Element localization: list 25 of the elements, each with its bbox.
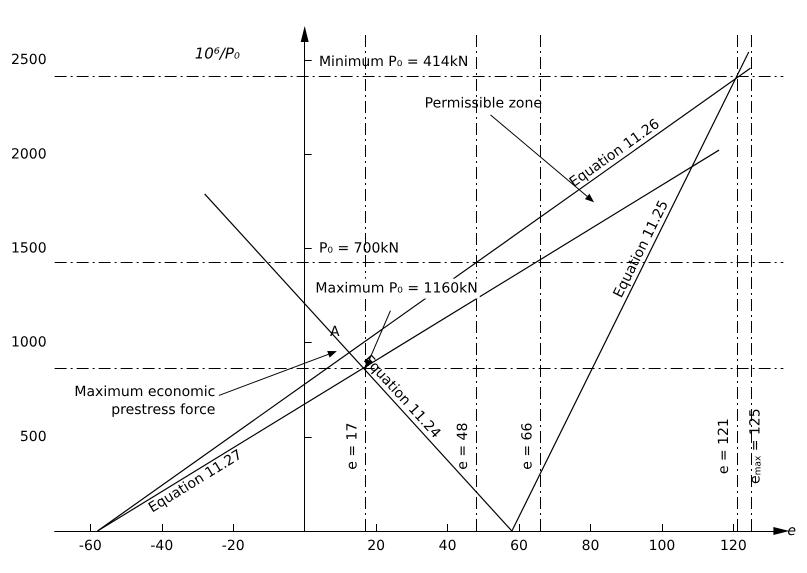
annotation: A — [330, 324, 340, 340]
y-axis-title: 10⁶/P₀ — [194, 44, 240, 62]
x-tick-label: 40 — [438, 538, 456, 554]
x-tick-label: 20 — [367, 538, 386, 554]
y-tick-label: 1500 — [10, 240, 47, 257]
y-tick-label: 2000 — [10, 146, 47, 162]
ref-line-label: e = 66 — [519, 422, 536, 470]
y-tick-label: 2500 — [10, 52, 47, 68]
x-tick-label: 60 — [510, 538, 528, 554]
y-tick-label: 500 — [20, 428, 47, 445]
ref-line-label: e = 121 — [716, 418, 732, 474]
x-tick-label: -40 — [150, 538, 174, 554]
y-tick-label: 1000 — [10, 334, 47, 351]
annotation: Maximum economic prestress force — [74, 384, 216, 418]
x-axis-title: e — [787, 523, 796, 539]
x-tick-label: 120 — [720, 538, 747, 554]
annotation: Maximum P₀ = 1160kN — [315, 280, 478, 297]
x-tick-label: 100 — [648, 538, 676, 554]
x-tick-label: -20 — [222, 538, 245, 554]
x-tick-label: 80 — [582, 538, 600, 554]
annotation: P₀ = 700kN — [318, 240, 399, 257]
ref-line-label: emax = 125 — [748, 408, 764, 484]
x-tick-label: -60 — [78, 538, 102, 554]
ref-line-label: e = 17 — [344, 422, 360, 470]
ref-line-label: e = 48 — [455, 422, 472, 470]
